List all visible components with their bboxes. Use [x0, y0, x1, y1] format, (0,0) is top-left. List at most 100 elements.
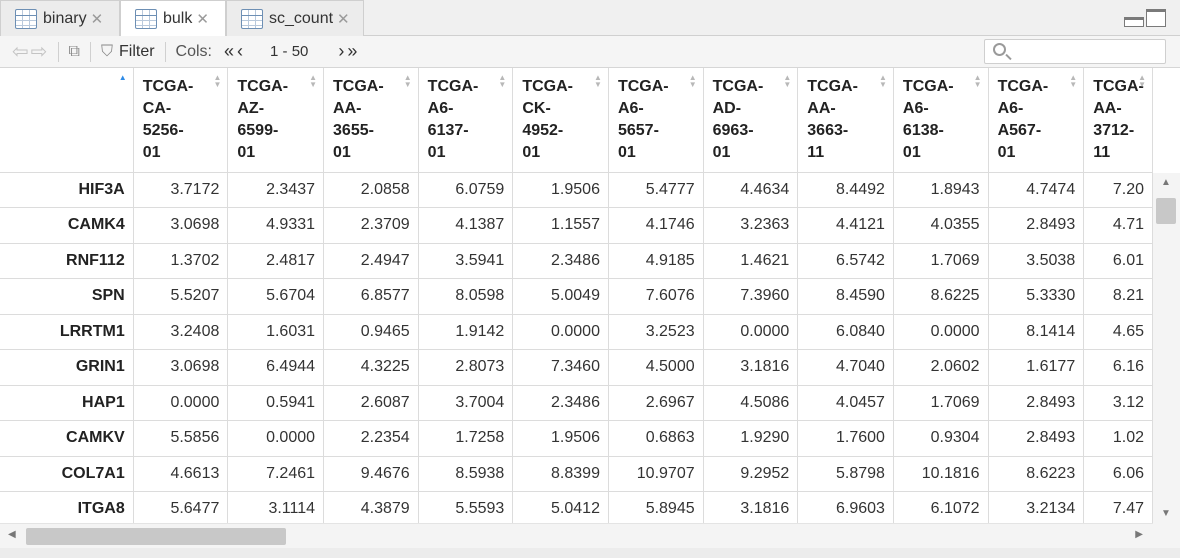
- table-cell[interactable]: 0.0000: [512, 314, 609, 350]
- back-arrow-icon[interactable]: ⇦: [12, 40, 29, 63]
- column-header[interactable]: ▲ ▼ TCGA- AA- 3712- 11: [1083, 68, 1153, 173]
- table-cell[interactable]: 2.6087: [323, 385, 419, 421]
- minimize-icon[interactable]: [1124, 17, 1144, 27]
- table-cell[interactable]: 3.5038: [988, 243, 1085, 279]
- first-page-icon[interactable]: «: [224, 41, 234, 61]
- table-cell[interactable]: 1.9142: [418, 314, 514, 350]
- table-cell[interactable]: 2.3709: [323, 207, 419, 244]
- table-cell[interactable]: 0.0000: [703, 314, 799, 350]
- table-cell[interactable]: 3.2363: [703, 207, 799, 244]
- table-cell[interactable]: 8.8399: [512, 456, 609, 492]
- table-cell[interactable]: 0.0000: [893, 314, 989, 350]
- table-cell[interactable]: 1.1557: [512, 207, 609, 244]
- table-cell[interactable]: 8.6225: [893, 278, 989, 315]
- table-cell[interactable]: 5.5856: [133, 420, 229, 457]
- table-cell[interactable]: 3.0698: [133, 349, 229, 386]
- table-cell[interactable]: 2.8493: [988, 207, 1085, 244]
- table-cell[interactable]: 4.65: [1083, 314, 1153, 350]
- table-cell[interactable]: 2.3437: [227, 172, 325, 208]
- table-cell[interactable]: 2.8493: [988, 385, 1085, 421]
- horizontal-scrollbar[interactable]: ◀ ▶: [0, 523, 1153, 548]
- table-cell[interactable]: 4.4121: [797, 207, 894, 244]
- tab-sc-count[interactable]: sc_count ✕: [226, 0, 364, 36]
- table-cell[interactable]: 9.4676: [323, 456, 419, 492]
- table-cell[interactable]: 3.1816: [703, 349, 799, 386]
- table-cell[interactable]: 5.8798: [797, 456, 894, 492]
- table-cell[interactable]: 7.2461: [227, 456, 325, 492]
- table-cell[interactable]: 4.7040: [797, 349, 894, 386]
- table-cell[interactable]: 4.1387: [418, 207, 514, 244]
- table-cell[interactable]: 1.02: [1083, 420, 1153, 457]
- table-cell[interactable]: 4.1746: [608, 207, 704, 244]
- close-icon[interactable]: ✕: [337, 10, 350, 28]
- table-cell[interactable]: 6.01: [1083, 243, 1153, 279]
- table-cell[interactable]: 4.7474: [988, 172, 1085, 208]
- table-cell[interactable]: 2.3486: [512, 385, 609, 421]
- table-cell[interactable]: 3.7172: [133, 172, 229, 208]
- table-cell[interactable]: 8.21: [1083, 278, 1153, 315]
- scroll-left-icon[interactable]: ◀: [8, 529, 16, 540]
- table-cell[interactable]: 1.4621: [703, 243, 799, 279]
- scroll-up-icon[interactable]: ▲: [1161, 177, 1171, 188]
- table-cell[interactable]: 5.6704: [227, 278, 325, 315]
- table-cell[interactable]: 2.3486: [512, 243, 609, 279]
- filter-button[interactable]: ⛉ Filter: [101, 43, 155, 61]
- table-cell[interactable]: 8.5938: [418, 456, 514, 492]
- table-cell[interactable]: 5.0412: [512, 491, 609, 523]
- table-cell[interactable]: 6.5742: [797, 243, 894, 279]
- scroll-down-icon[interactable]: ▼: [1161, 508, 1171, 519]
- table-cell[interactable]: 3.5941: [418, 243, 514, 279]
- close-icon[interactable]: ✕: [196, 11, 209, 28]
- table-cell[interactable]: 0.6863: [608, 420, 704, 457]
- table-cell[interactable]: 4.9331: [227, 207, 325, 244]
- table-cell[interactable]: 5.5593: [418, 491, 514, 523]
- close-icon[interactable]: ✕: [90, 10, 104, 28]
- table-cell[interactable]: 2.4817: [227, 243, 325, 279]
- table-cell[interactable]: 0.0000: [133, 385, 229, 421]
- table-cell[interactable]: 4.71: [1083, 207, 1153, 244]
- column-header[interactable]: ▲ ▼ TCGA- CK- 4952- 01: [512, 68, 609, 173]
- table-cell[interactable]: 6.06: [1083, 456, 1153, 492]
- table-cell[interactable]: 4.5000: [608, 349, 704, 386]
- table-cell[interactable]: 5.3330: [988, 278, 1085, 315]
- scroll-right-icon[interactable]: ▶: [1135, 529, 1143, 540]
- row-names-header[interactable]: ▲: [0, 68, 134, 173]
- table-cell[interactable]: 8.4492: [797, 172, 894, 208]
- table-cell[interactable]: 3.7004: [418, 385, 514, 421]
- table-cell[interactable]: 6.4944: [227, 349, 325, 386]
- table-cell[interactable]: 3.2408: [133, 314, 229, 350]
- table-cell[interactable]: 1.9506: [512, 420, 609, 457]
- table-cell[interactable]: 2.6967: [608, 385, 704, 421]
- table-cell[interactable]: 6.9603: [797, 491, 894, 523]
- column-header[interactable]: ▲ ▼ TCGA- AZ- 6599- 01: [227, 68, 325, 173]
- table-cell[interactable]: 3.2523: [608, 314, 704, 350]
- table-cell[interactable]: 2.2354: [323, 420, 419, 457]
- table-cell[interactable]: 5.6477: [133, 491, 229, 523]
- table-cell[interactable]: 1.6177: [988, 349, 1085, 386]
- table-cell[interactable]: 1.7600: [797, 420, 894, 457]
- table-cell[interactable]: 4.0457: [797, 385, 894, 421]
- table-cell[interactable]: 4.9185: [608, 243, 704, 279]
- column-header[interactable]: ▲ ▼ TCGA- CA- 5256- 01: [133, 68, 229, 173]
- table-cell[interactable]: 3.2134: [988, 491, 1085, 523]
- horizontal-scroll-thumb[interactable]: [26, 528, 286, 545]
- table-cell[interactable]: 4.3879: [323, 491, 419, 523]
- table-cell[interactable]: 2.0858: [323, 172, 419, 208]
- table-cell[interactable]: 1.7069: [893, 385, 989, 421]
- column-header[interactable]: ▲ ▼ TCGA- A6- 5657- 01: [608, 68, 704, 173]
- table-cell[interactable]: 7.3960: [703, 278, 799, 315]
- table-cell[interactable]: 9.2952: [703, 456, 799, 492]
- column-header[interactable]: ▲ ▼ TCGA- AD- 6963- 01: [703, 68, 799, 173]
- table-cell[interactable]: 0.0000: [227, 420, 325, 457]
- table-cell[interactable]: 2.8073: [418, 349, 514, 386]
- search-input[interactable]: [984, 39, 1166, 64]
- table-cell[interactable]: 10.9707: [608, 456, 704, 492]
- table-cell[interactable]: 4.0355: [893, 207, 989, 244]
- table-cell[interactable]: 1.7069: [893, 243, 989, 279]
- column-header[interactable]: ▲ ▼ TCGA- A6- 6138- 01: [893, 68, 989, 173]
- table-cell[interactable]: 4.4634: [703, 172, 799, 208]
- vertical-scroll-thumb[interactable]: [1156, 198, 1176, 224]
- table-cell[interactable]: 7.47: [1083, 491, 1153, 523]
- column-header[interactable]: ▲ ▼ TCGA- AA- 3655- 01: [323, 68, 419, 173]
- maximize-icon[interactable]: [1146, 9, 1166, 27]
